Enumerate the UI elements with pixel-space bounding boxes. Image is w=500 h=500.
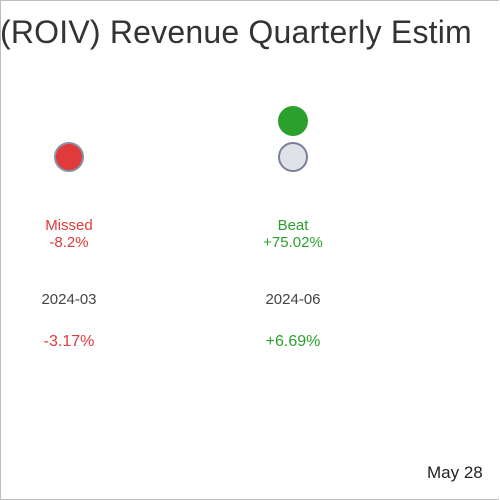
yoy-change-label: -3.17%	[43, 333, 95, 350]
actual-missed-marker	[54, 142, 84, 172]
quarter-result-label: Beat +75.02%	[218, 217, 368, 251]
yoy-change-label: +6.69%	[265, 333, 321, 350]
result-status: M	[440, 217, 500, 234]
estimate-marker	[278, 142, 308, 172]
result-status: Missed	[45, 217, 93, 234]
chart-title: (ROIV) Revenue Quarterly Estim	[0, 14, 472, 50]
period-label: 20	[440, 291, 500, 308]
footer-date: May 28	[427, 463, 483, 482]
period-label: 2024-06	[265, 291, 321, 308]
yoy-change-label: -1	[440, 333, 500, 351]
quarter-result-label: Missed -8.2%	[0, 217, 144, 251]
result-surprise: +75.02%	[263, 234, 323, 251]
result-surprise: -8.2%	[49, 234, 89, 251]
result-status: Beat	[277, 217, 309, 234]
actual-beat-marker	[278, 106, 308, 136]
period-label: 2024-03	[41, 291, 97, 308]
quarter-result-label: M-9	[440, 217, 500, 251]
result-surprise: -9	[440, 234, 500, 251]
